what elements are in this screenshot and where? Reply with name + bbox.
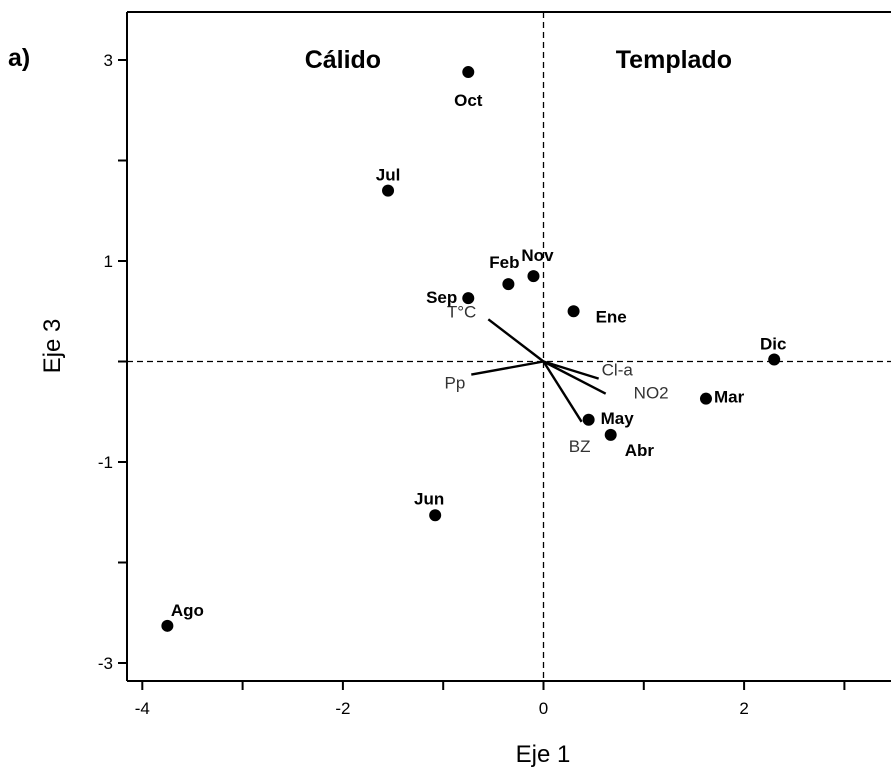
x-tick-label: 2 — [739, 699, 748, 718]
vector-label: Cl-a — [602, 361, 634, 380]
point-label: Ago — [171, 601, 204, 620]
data-point — [582, 413, 595, 426]
point-label: Abr — [625, 441, 655, 460]
x-axis-title: Eje 1 — [516, 741, 571, 768]
data-point — [502, 278, 515, 291]
x-tick-label: -2 — [335, 699, 350, 718]
vector-label: T°C — [447, 302, 476, 321]
y-tick-label: -3 — [98, 654, 113, 673]
data-point — [429, 509, 442, 522]
y-axis-title: Eje 3 — [39, 319, 66, 374]
data-point — [567, 305, 580, 318]
data-point — [768, 353, 781, 366]
data-point — [462, 292, 475, 305]
x-tick-label: -4 — [135, 699, 150, 718]
point-label: Ene — [596, 307, 627, 326]
point-label: Nov — [521, 246, 554, 265]
region-label: Templado — [616, 46, 732, 74]
point-label: Feb — [489, 253, 519, 272]
vector-line — [471, 360, 544, 376]
x-tick-label: 0 — [539, 699, 548, 718]
point-label: Oct — [454, 91, 483, 110]
point-label: Mar — [714, 388, 745, 407]
point-label: Dic — [760, 334, 786, 353]
point-label: Sep — [426, 288, 457, 307]
data-point — [382, 184, 395, 197]
vector-line — [542, 360, 583, 423]
point-label: Jul — [376, 166, 401, 185]
vector-label: BZ — [569, 437, 591, 456]
panel-label: a) — [8, 44, 30, 72]
data-point — [161, 619, 174, 632]
point-label: Jun — [414, 489, 444, 508]
data-point — [604, 428, 617, 441]
data-points: Oct Jul Feb Nov Sep Ene Dic Mar May Abr Jun Ago — [161, 66, 786, 632]
point-label: May — [601, 409, 635, 428]
vector-label: NO2 — [634, 384, 669, 403]
reference-lines — [127, 12, 891, 681]
text-labels: a) Eje 1 Eje 3 Cálido Templado — [8, 44, 732, 768]
vector-label: Pp — [444, 374, 465, 393]
data-point — [527, 270, 540, 283]
y-tick-label: 1 — [104, 252, 113, 271]
data-point — [699, 392, 712, 405]
vector-line — [543, 360, 600, 380]
y-tick-label: 3 — [104, 51, 113, 70]
y-tick-label: -1 — [98, 453, 113, 472]
plot-area — [126, 11, 891, 682]
vector-line — [542, 360, 607, 395]
axes: -4 -2 0 2 -3 -1 1 3 — [98, 51, 846, 718]
data-point — [462, 66, 475, 79]
vector-line — [487, 318, 545, 363]
region-label: Cálido — [305, 46, 381, 74]
